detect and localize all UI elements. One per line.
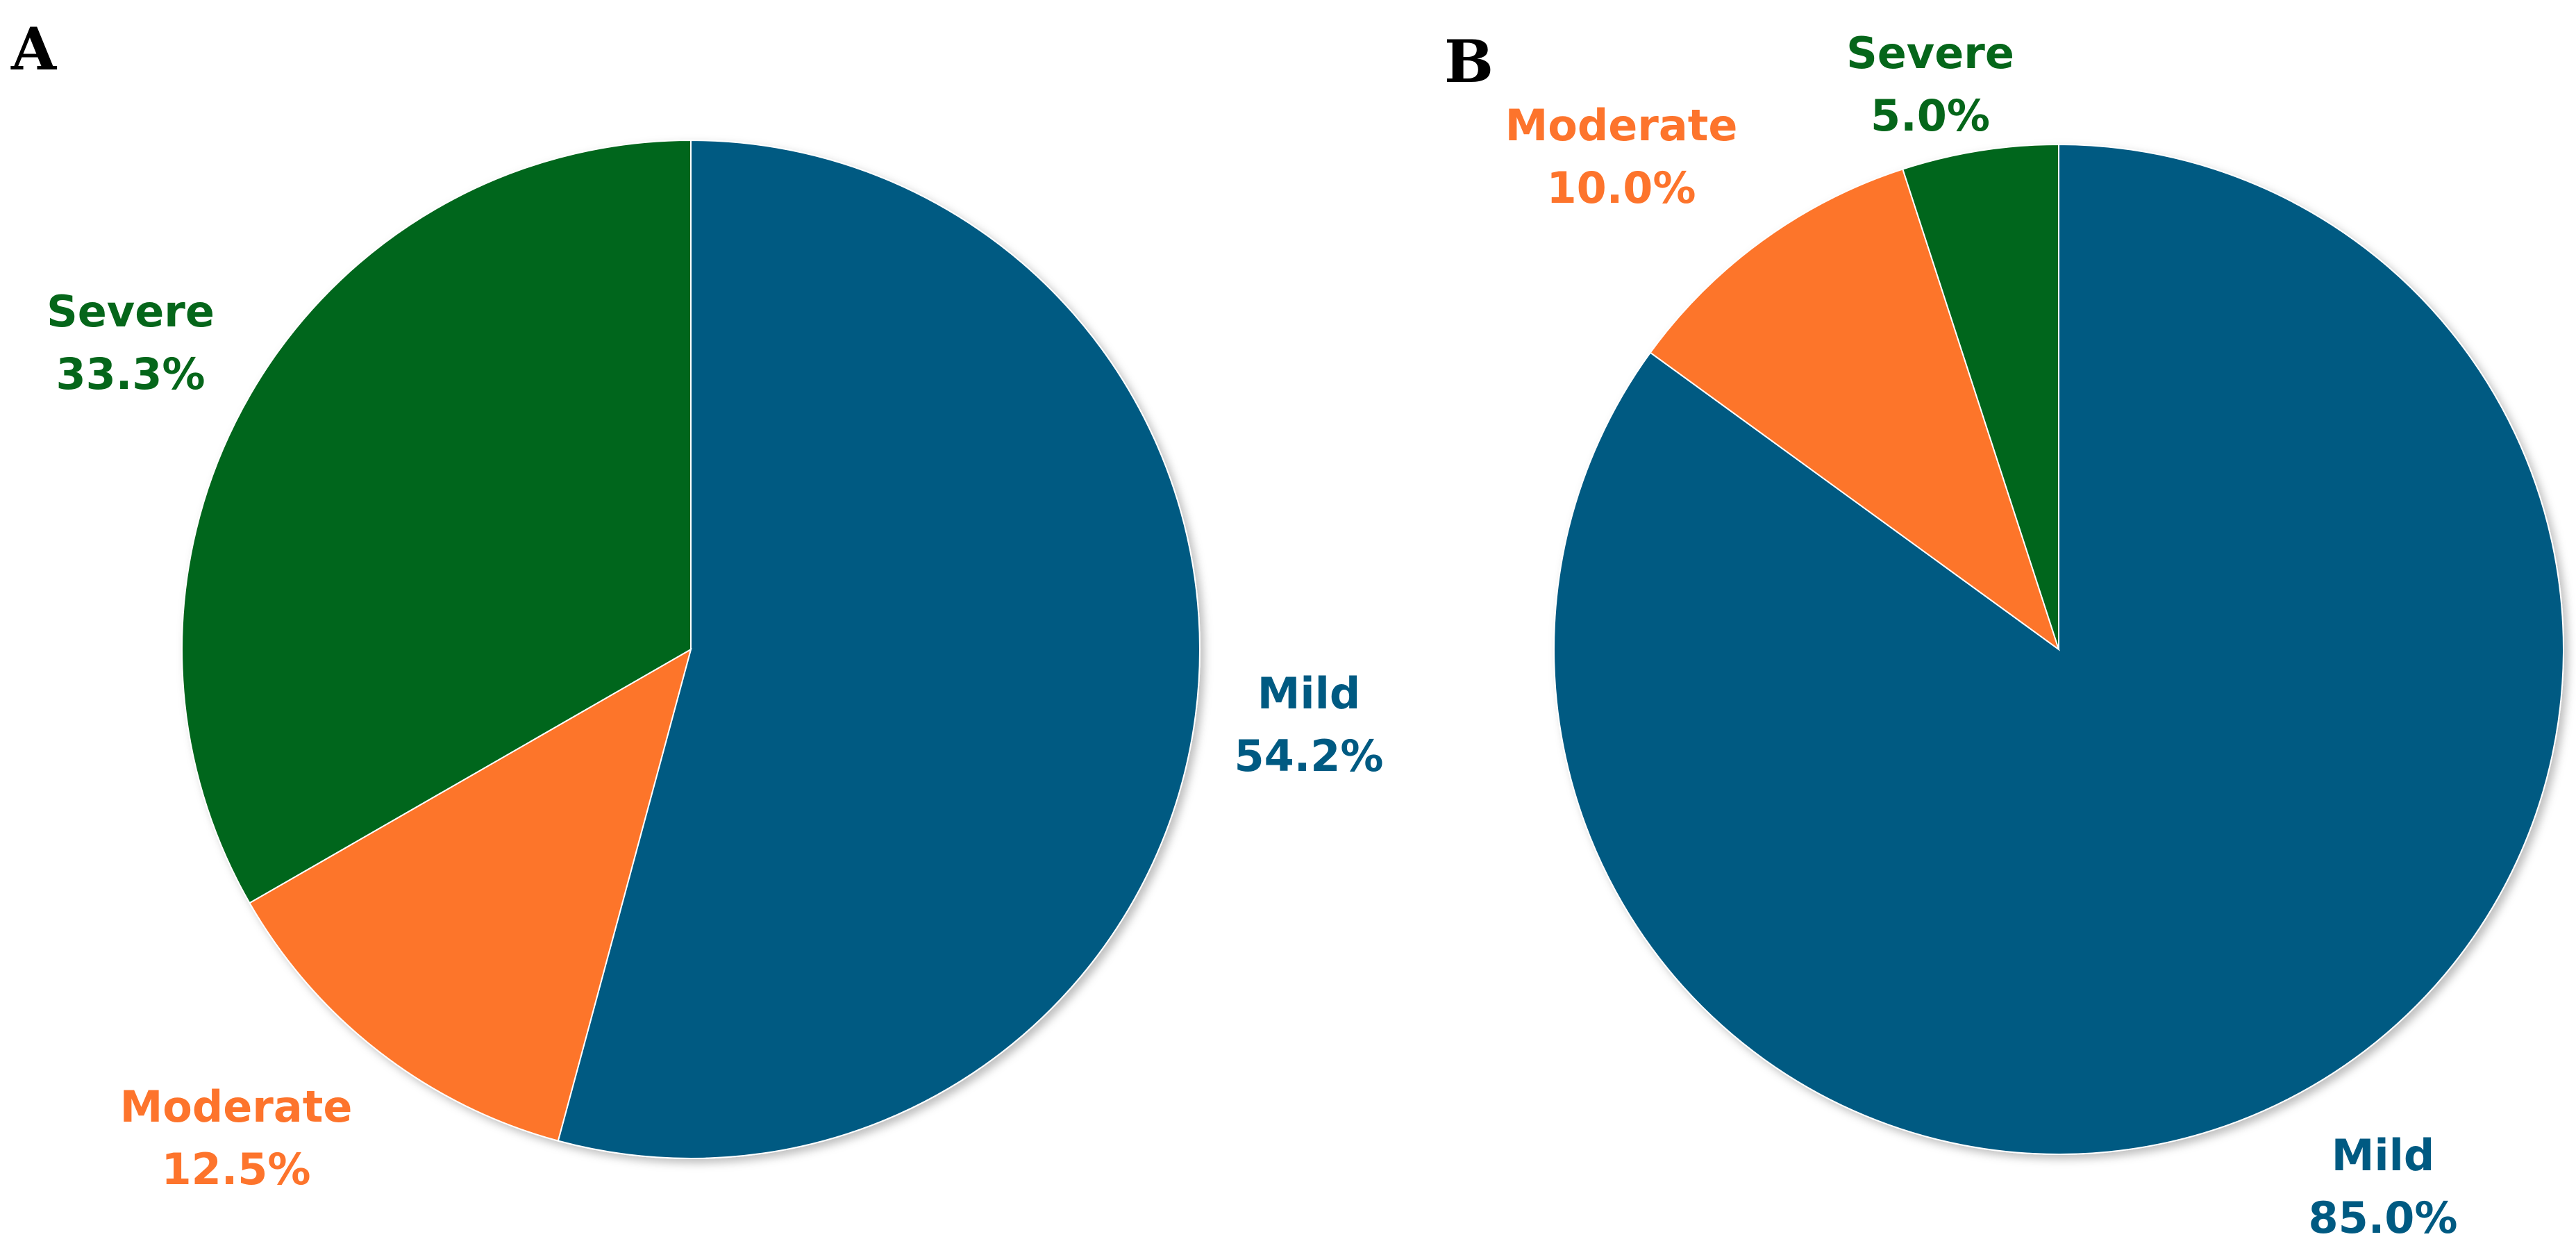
pie-a-slice-severe bbox=[181, 139, 692, 904]
pie-a-mild-value: 54.2% bbox=[1234, 731, 1383, 781]
pie-chart-a: A Mild 54.2% Moderate 12.5% Severe 33.3% bbox=[10, 15, 1384, 1195]
pie-a-slice-mild bbox=[557, 139, 1201, 1159]
pie-a-severe-value: 33.3% bbox=[56, 349, 205, 399]
pie-a-moderate-name: Moderate bbox=[120, 1081, 353, 1132]
pie-b-slices bbox=[1553, 143, 2564, 1155]
pie-b-severe-name: Severe bbox=[1846, 28, 2014, 78]
pie-a-slices bbox=[181, 139, 1201, 1159]
pie-b-severe-value: 5.0% bbox=[1871, 90, 1990, 141]
pie-b-mild-value: 85.0% bbox=[2308, 1192, 2457, 1243]
pie-a-moderate-value: 12.5% bbox=[161, 1144, 310, 1195]
pie-b-slice-severe bbox=[1902, 143, 2059, 650]
pie-b-mild-name: Mild bbox=[2332, 1130, 2435, 1181]
panel-label-a: A bbox=[10, 15, 58, 83]
pie-b-slice-moderate bbox=[1649, 168, 2060, 651]
pie-a-severe-name: Severe bbox=[47, 286, 215, 337]
pie-a-slice-moderate bbox=[249, 647, 692, 1142]
panel-label-b: B bbox=[1444, 27, 1494, 96]
pie-chart-b: B Mild 85.0% Moderate 10.0% Severe 5.0% bbox=[1444, 27, 2564, 1243]
pie-b-moderate-name: Moderate bbox=[1505, 100, 1738, 151]
pie-b-moderate-value: 10.0% bbox=[1546, 163, 1696, 213]
pie-a-mild-name: Mild bbox=[1257, 668, 1361, 719]
